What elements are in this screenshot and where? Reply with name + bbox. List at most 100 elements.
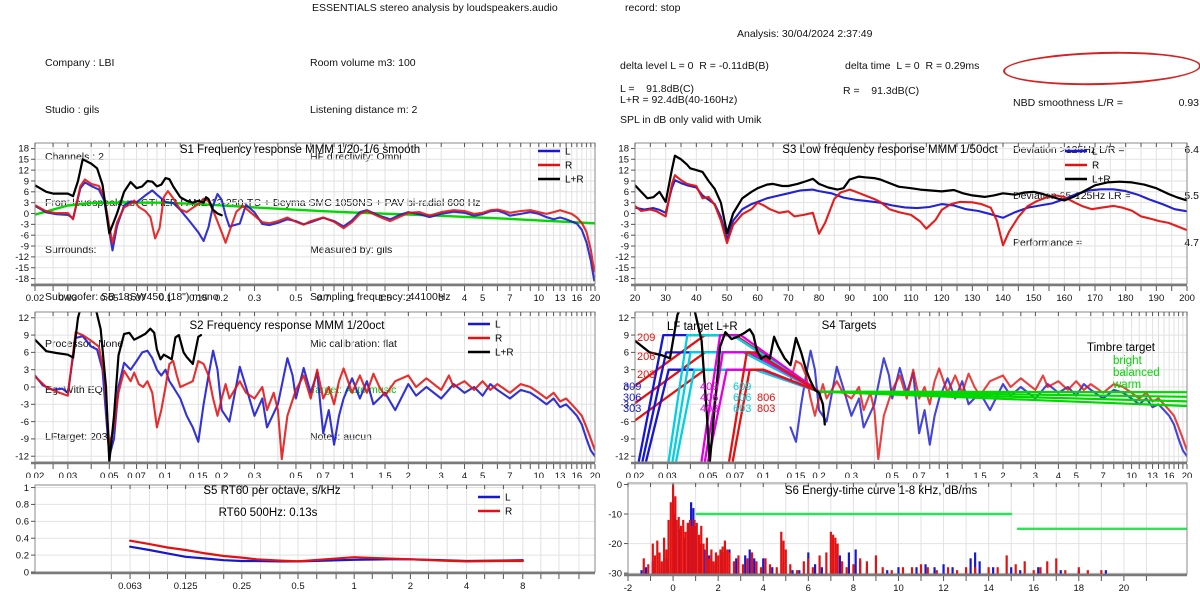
svg-text:609: 609 (733, 381, 751, 393)
svg-text:1.5: 1.5 (378, 293, 391, 303)
chart-s4-targets: 0.02 0.03 0.05 0.07 0.1 0.15 0.2 0.3 0.5 0.7 1 1.5 2… (615, 311, 1192, 478)
svg-text:203: 203 (637, 369, 655, 381)
svg-text:L: L (505, 493, 511, 504)
svg-text:110: 110 (903, 293, 918, 303)
svg-text:0.2: 0.2 (215, 471, 228, 478)
svg-text:0.03: 0.03 (59, 471, 78, 478)
svg-text:20: 20 (590, 471, 600, 478)
svg-text:RT60 500Hz: 0.13s: RT60 500Hz: 0.13s (219, 507, 318, 519)
svg-text:16: 16 (1164, 471, 1175, 478)
svg-text:-15: -15 (15, 263, 29, 274)
svg-text:3: 3 (439, 293, 444, 303)
deviation-hf-value: 6.4 (1184, 143, 1199, 156)
performance-label: Performance = (1013, 237, 1083, 250)
svg-text:LF target L+R: LF target L+R (667, 321, 738, 333)
svg-text:2: 2 (406, 471, 411, 478)
nbd-smoothness-row: NBD smoothness L/R = 0.93 (1013, 98, 1199, 109)
svg-text:-12: -12 (615, 252, 629, 263)
svg-text:3: 3 (1033, 471, 1038, 478)
svg-text:-18: -18 (615, 274, 629, 285)
svg-text:R: R (495, 334, 502, 345)
svg-text:0.05: 0.05 (699, 471, 718, 478)
svg-text:0.5: 0.5 (886, 471, 899, 478)
svg-text:150: 150 (1026, 293, 1042, 303)
svg-text:606: 606 (733, 392, 751, 404)
svg-text:-6: -6 (621, 230, 629, 241)
record-status[interactable]: record: stop (625, 2, 681, 14)
chart-s3-low-frequency-response: 20 30 40 50 60 70 80 90 100 110 120 130 140 150 160 170… (615, 142, 1195, 303)
deviation-lf-label: Deviation 25-125Hz LR = (1013, 190, 1131, 203)
svg-text:9: 9 (624, 330, 629, 341)
svg-text:0.2: 0.2 (812, 471, 825, 478)
svg-text:-3: -3 (21, 400, 29, 411)
hf-directivity-line: HF directivity: Omni (310, 150, 402, 163)
svg-text:-20: -20 (608, 539, 622, 550)
svg-text:0.07: 0.07 (127, 293, 146, 303)
svg-text:S2 Frequency response MMM 1/2: S2 Frequency response MMM 1/20oct (190, 320, 386, 332)
svg-text:100: 100 (872, 293, 888, 303)
svg-text:20: 20 (1119, 583, 1130, 594)
svg-text:12: 12 (18, 165, 29, 176)
svg-text:L: L (1092, 147, 1098, 158)
svg-text:309: 309 (623, 381, 641, 393)
svg-text:2: 2 (716, 583, 721, 594)
channels-line: Channels : 2 (45, 150, 104, 163)
svg-text:balanced: balanced (1113, 367, 1160, 379)
svg-text:306: 306 (623, 392, 641, 404)
svg-text:S3 Low frequency response MMM: S3 Low frequency response MMM 1/50oct (782, 144, 998, 156)
svg-text:-9: -9 (621, 434, 629, 445)
svg-text:0.02: 0.02 (26, 471, 45, 478)
svg-text:4: 4 (1056, 471, 1061, 478)
svg-text:0.02: 0.02 (626, 471, 645, 478)
svg-text:-3: -3 (621, 400, 629, 411)
svg-text:803: 803 (757, 403, 775, 415)
svg-text:5: 5 (480, 471, 485, 478)
svg-text:3: 3 (624, 365, 629, 376)
chart-s1-frequency-response: 0.02 0.03 0.05 0.07 0.1 0.15 0.2 0.3 0.5 0.7 1 1.5 2… (15, 142, 600, 303)
svg-text:20: 20 (630, 293, 641, 303)
svg-text:0: 0 (24, 567, 29, 578)
svg-text:0.063: 0.063 (118, 581, 142, 592)
svg-text:406: 406 (700, 392, 718, 404)
svg-text:0.02: 0.02 (26, 293, 45, 303)
svg-text:10: 10 (893, 583, 904, 594)
svg-text:0.1: 0.1 (757, 471, 770, 478)
svg-text:0.05: 0.05 (100, 471, 119, 478)
svg-text:60: 60 (752, 293, 763, 303)
delta-time-readout: delta time L = 0 R = 0.29ms (845, 60, 980, 72)
svg-text:2: 2 (1000, 471, 1005, 478)
svg-text:-12: -12 (615, 452, 629, 463)
svg-text:2: 2 (408, 581, 413, 592)
svg-text:bright: bright (1113, 355, 1143, 367)
svg-text:R: R (1092, 161, 1099, 172)
svg-text:7: 7 (507, 293, 512, 303)
svg-text:160: 160 (1056, 293, 1072, 303)
svg-text:4: 4 (761, 583, 766, 594)
svg-text:0: 0 (670, 583, 675, 594)
svg-text:12: 12 (618, 313, 629, 324)
svg-text:4: 4 (462, 471, 467, 478)
svg-text:6: 6 (806, 583, 811, 594)
svg-text:80: 80 (814, 293, 825, 303)
svg-text:16: 16 (572, 471, 583, 478)
svg-text:3: 3 (439, 471, 444, 478)
svg-text:120: 120 (934, 293, 950, 303)
svg-text:L: L (495, 320, 501, 331)
svg-text:10: 10 (1126, 471, 1137, 478)
svg-text:2: 2 (406, 293, 411, 303)
surrounds-line: Surrounds: (45, 244, 97, 256)
svg-text:12: 12 (938, 583, 949, 594)
svg-text:30: 30 (660, 293, 671, 303)
svg-text:0: 0 (617, 480, 622, 491)
svg-text:10: 10 (534, 293, 545, 303)
svg-text:130: 130 (964, 293, 980, 303)
performance-value: 4.7 (1184, 237, 1199, 250)
app-title: ESSENTIALS stereo analysis by loudspeake… (312, 2, 558, 14)
svg-text:5: 5 (480, 293, 485, 303)
listening-distance-line: Listening distance m: 2 (310, 103, 418, 116)
svg-text:-12: -12 (15, 452, 29, 463)
svg-text:5: 5 (1074, 471, 1079, 478)
svg-text:0.15: 0.15 (189, 471, 208, 478)
svg-text:0.1: 0.1 (159, 293, 172, 303)
svg-text:403: 403 (700, 403, 718, 415)
